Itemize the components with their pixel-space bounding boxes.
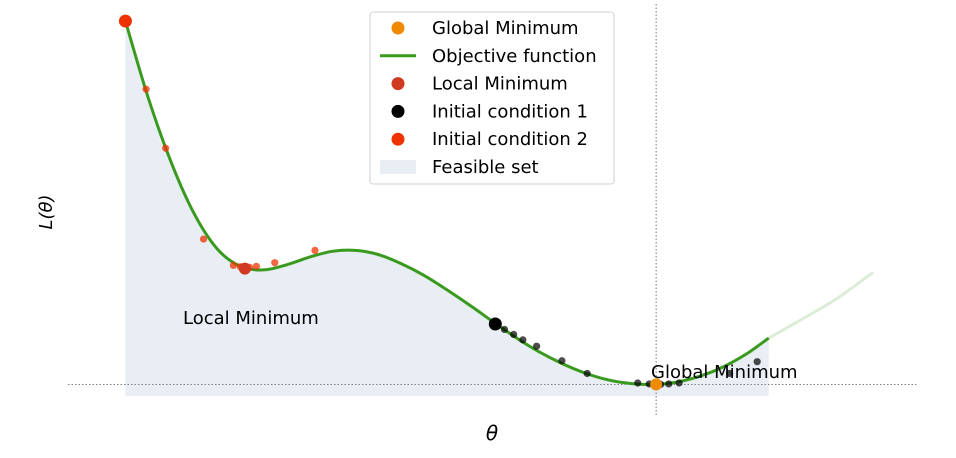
legend-marker (391, 77, 405, 91)
init2-path-point (229, 261, 238, 269)
init2-path-point (252, 262, 260, 270)
plot-area (68, 4, 918, 416)
objective-function-extension (767, 271, 874, 340)
legend-label: Feasible set (432, 157, 539, 178)
legend-item: Feasible set (380, 157, 539, 178)
legend-label: Local Minimum (432, 74, 568, 95)
y-axis-label: L(θ) (36, 194, 57, 229)
feasible-set-area (125, 21, 769, 396)
init1-path-point (665, 380, 673, 388)
legend-label: Objective function (432, 46, 597, 67)
legend-item: Objective function (380, 46, 597, 67)
local-minimum-marker (238, 262, 251, 275)
init1-path-point (558, 357, 566, 365)
legend-label: Initial condition 2 (432, 129, 588, 150)
global-minimum-annotation: Global Minimum (651, 362, 798, 383)
init1-path-point (519, 336, 527, 344)
legend: Global Minimum Objective function Local Mi… (369, 11, 615, 185)
init1-path-point (675, 379, 683, 387)
legend-marker (391, 21, 405, 35)
init1-path-point (500, 325, 509, 334)
init1-path-point (634, 379, 642, 387)
legend-marker (391, 132, 405, 146)
init2-path-point (199, 235, 208, 243)
local-minimum-annotation: Local Minimum (183, 308, 319, 329)
legend-item: Initial condition 1 (391, 101, 588, 122)
legend-item: Initial condition 2 (391, 129, 588, 150)
legend-label: Global Minimum (432, 18, 579, 39)
legend-label: Initial condition 1 (432, 101, 588, 122)
init2-path-point (142, 85, 150, 93)
legend-patch (380, 160, 416, 174)
init1-path-point (726, 369, 734, 378)
init1-path-point (583, 369, 591, 378)
init2-path-point (271, 259, 279, 267)
init2-start-point (118, 14, 132, 28)
init1-path-point (753, 358, 761, 366)
x-axis-label: θ (486, 421, 498, 445)
init1-start-point (488, 317, 502, 331)
legend-item: Global Minimum (391, 18, 579, 39)
init1-path-point (510, 330, 518, 339)
legend-marker (391, 104, 405, 118)
legend-item: Local Minimum (391, 74, 568, 95)
init1-path-point (533, 342, 541, 350)
init2-path-point (311, 246, 319, 255)
global-minimum-marker (650, 378, 663, 391)
init2-path-point (162, 144, 170, 152)
legend-box (369, 11, 615, 185)
